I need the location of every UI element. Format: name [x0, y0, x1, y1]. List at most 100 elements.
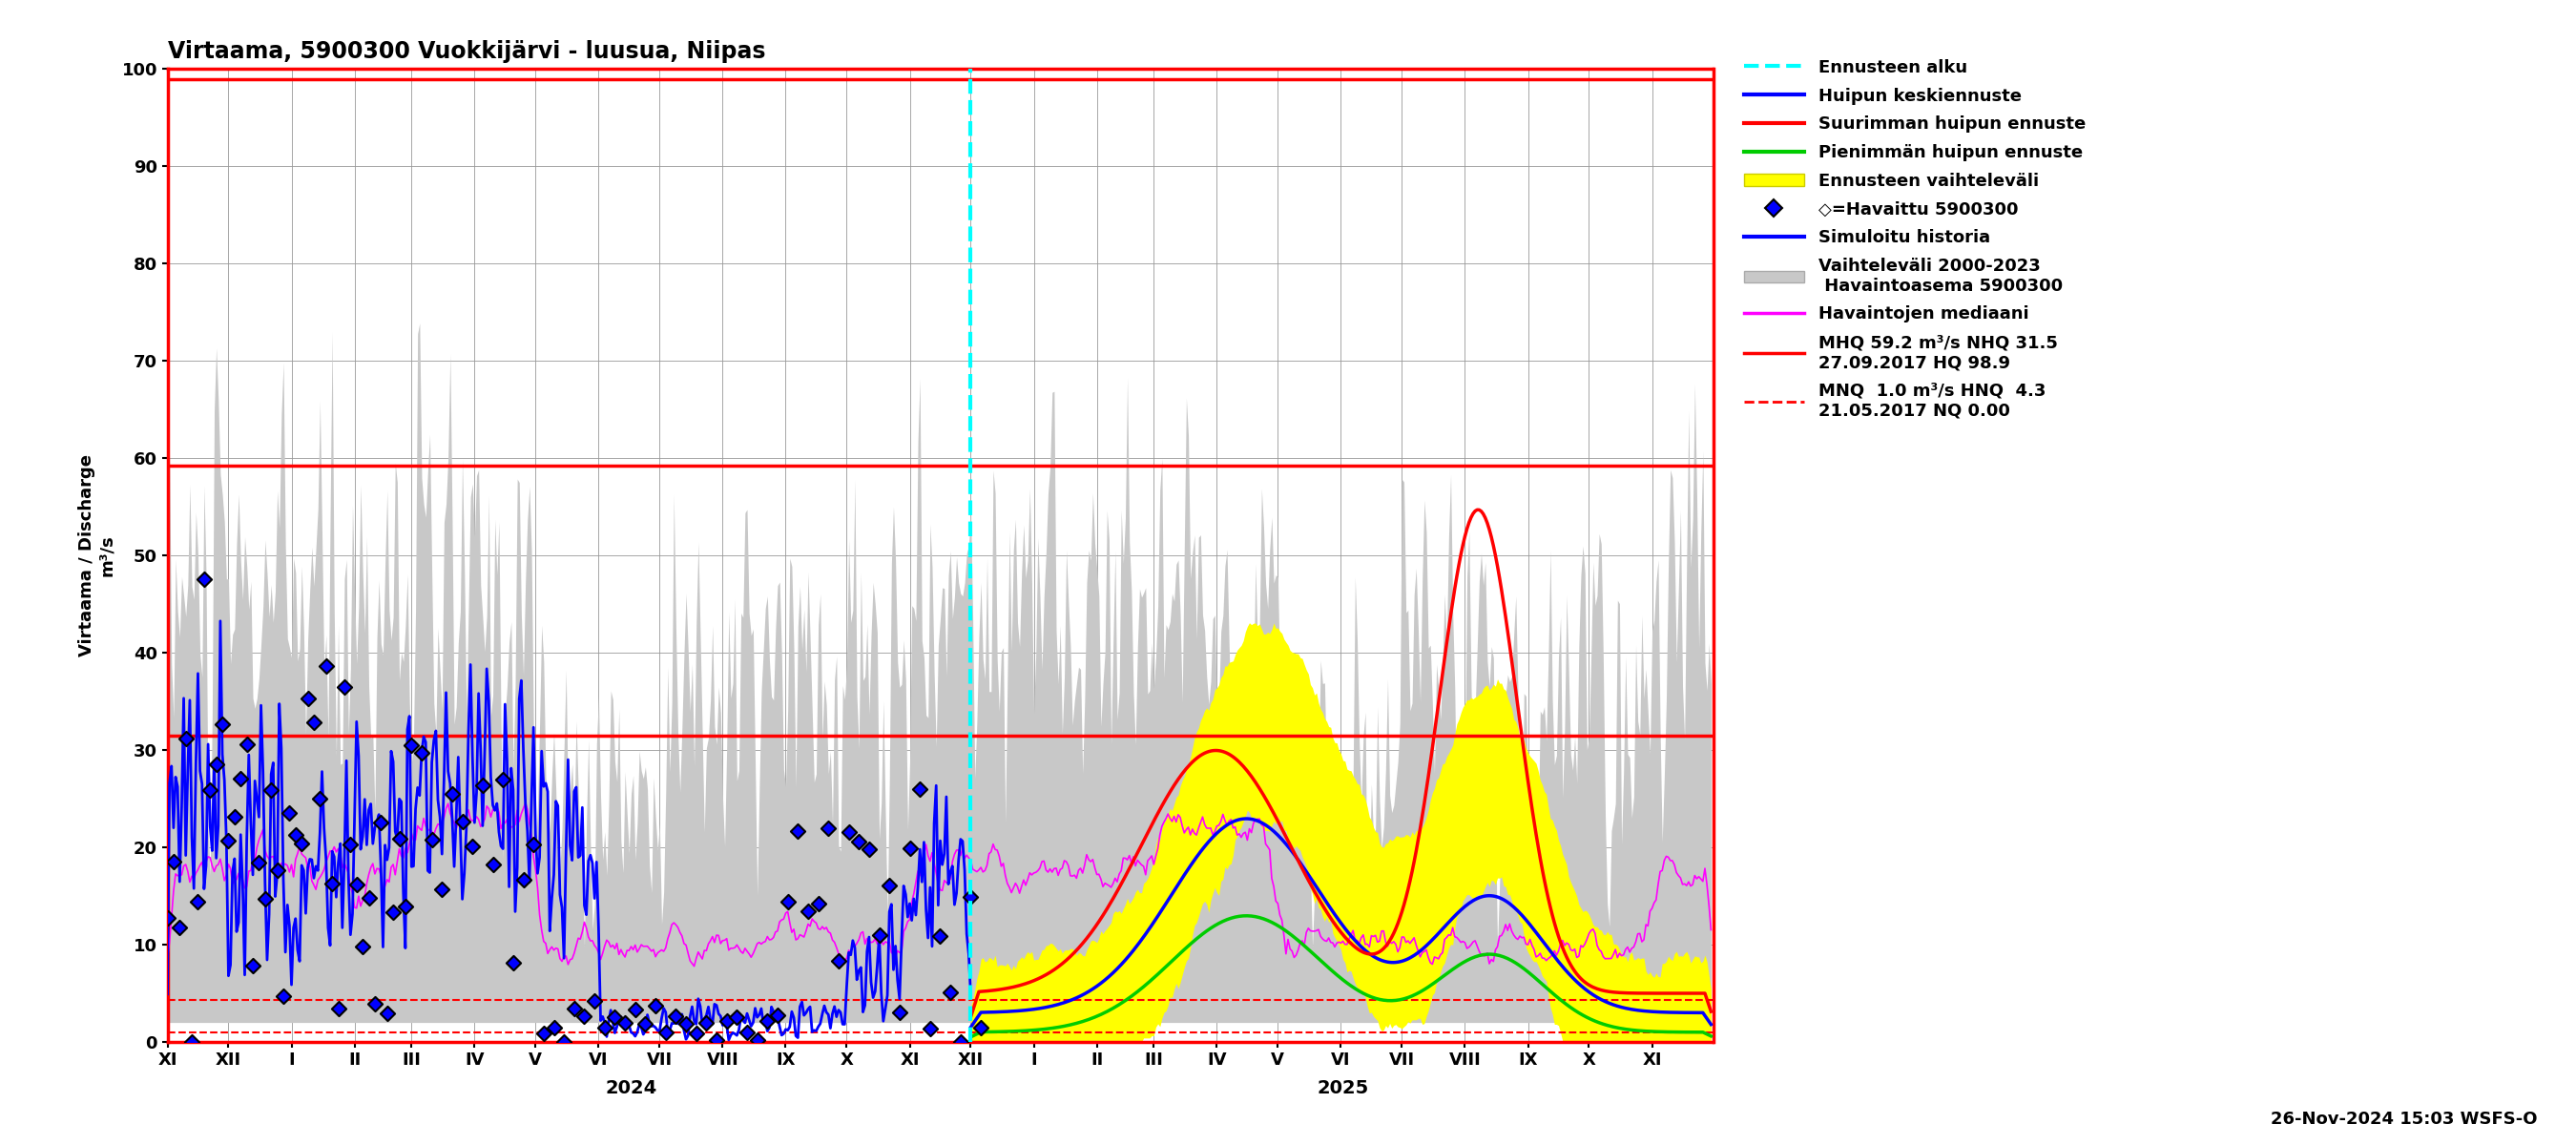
Point: [626, 1016, 667, 1034]
Point: [868, 876, 909, 894]
Point: [492, 954, 533, 972]
Point: [605, 1014, 647, 1033]
Point: [330, 835, 371, 853]
Text: 2024: 2024: [605, 1079, 657, 1097]
Point: [312, 875, 353, 893]
Point: [191, 781, 232, 799]
Point: [286, 689, 327, 708]
Point: [675, 1024, 716, 1042]
Point: [227, 735, 268, 753]
Point: [951, 889, 992, 907]
Point: [482, 771, 523, 789]
Point: [317, 1000, 358, 1018]
Point: [461, 776, 502, 795]
Point: [392, 736, 433, 755]
Point: [209, 831, 250, 850]
Point: [909, 1019, 951, 1037]
Point: [513, 835, 554, 853]
Point: [878, 1003, 920, 1021]
Point: [178, 893, 219, 911]
Point: [920, 927, 961, 946]
Point: [366, 1004, 407, 1022]
Point: [294, 713, 335, 732]
Point: [644, 1024, 685, 1042]
Legend: Ennusteen alku, Huipun keskiennuste, Suurimman huipun ennuste, Pienimmän huipun : Ennusteen alku, Huipun keskiennuste, Suu…: [1744, 58, 2087, 419]
Point: [574, 992, 616, 1010]
Point: [268, 804, 309, 822]
Point: [788, 902, 829, 921]
Point: [258, 861, 299, 879]
Point: [737, 1032, 778, 1050]
Point: [595, 1008, 636, 1026]
Point: [147, 909, 188, 927]
Point: [379, 829, 420, 847]
Text: Virtaama, 5900300 Vuokkijärvi - luusua, Niipas: Virtaama, 5900300 Vuokkijärvi - luusua, …: [167, 40, 765, 63]
Text: 2025: 2025: [1316, 1079, 1368, 1097]
Point: [433, 784, 474, 803]
Point: [422, 881, 464, 899]
Point: [343, 937, 384, 955]
Point: [355, 994, 397, 1012]
Point: [232, 957, 273, 976]
Point: [799, 894, 840, 913]
Point: [471, 855, 513, 874]
Point: [616, 1001, 657, 1019]
Point: [585, 1018, 626, 1036]
Point: [533, 1019, 574, 1037]
Point: [809, 819, 850, 837]
Point: [819, 953, 860, 971]
Point: [523, 1024, 564, 1042]
Point: [726, 1024, 768, 1042]
Point: [281, 835, 322, 853]
Point: [930, 982, 971, 1001]
Text: 26-Nov-2024 15:03 WSFS-O: 26-Nov-2024 15:03 WSFS-O: [2269, 1111, 2537, 1128]
Point: [451, 837, 492, 855]
Point: [240, 854, 281, 872]
Y-axis label: Virtaama / Discharge
m³/s: Virtaama / Discharge m³/s: [77, 455, 116, 656]
Point: [716, 1008, 757, 1026]
Point: [544, 1033, 585, 1051]
Point: [827, 823, 868, 842]
Point: [276, 826, 317, 844]
Point: [940, 1033, 981, 1051]
Point: [757, 1005, 799, 1024]
Point: [325, 678, 366, 696]
Point: [245, 890, 286, 908]
Point: [250, 781, 291, 799]
Point: [961, 1019, 1002, 1037]
Point: [747, 1012, 788, 1030]
Point: [214, 808, 255, 827]
Point: [685, 1013, 726, 1032]
Point: [152, 853, 193, 871]
Point: [384, 898, 425, 916]
Point: [263, 987, 304, 1005]
Point: [502, 870, 544, 889]
Point: [402, 743, 443, 761]
Point: [654, 1008, 696, 1026]
Point: [183, 570, 224, 589]
Point: [348, 889, 389, 907]
Point: [170, 1033, 211, 1051]
Point: [554, 1000, 595, 1018]
Point: [361, 814, 402, 832]
Point: [299, 790, 340, 808]
Point: [889, 839, 930, 858]
Point: [196, 756, 237, 774]
Point: [706, 1011, 747, 1029]
Point: [848, 840, 889, 859]
Point: [837, 832, 878, 851]
Point: [201, 714, 242, 733]
Point: [858, 926, 899, 945]
Point: [307, 657, 348, 676]
Point: [335, 876, 376, 894]
Point: [696, 1030, 737, 1049]
Point: [440, 812, 482, 830]
Point: [768, 892, 809, 910]
Point: [412, 830, 453, 848]
Point: [165, 729, 206, 748]
Point: [665, 1014, 706, 1033]
Point: [899, 780, 940, 798]
Point: [160, 918, 201, 937]
Point: [778, 822, 819, 840]
Point: [219, 769, 260, 788]
